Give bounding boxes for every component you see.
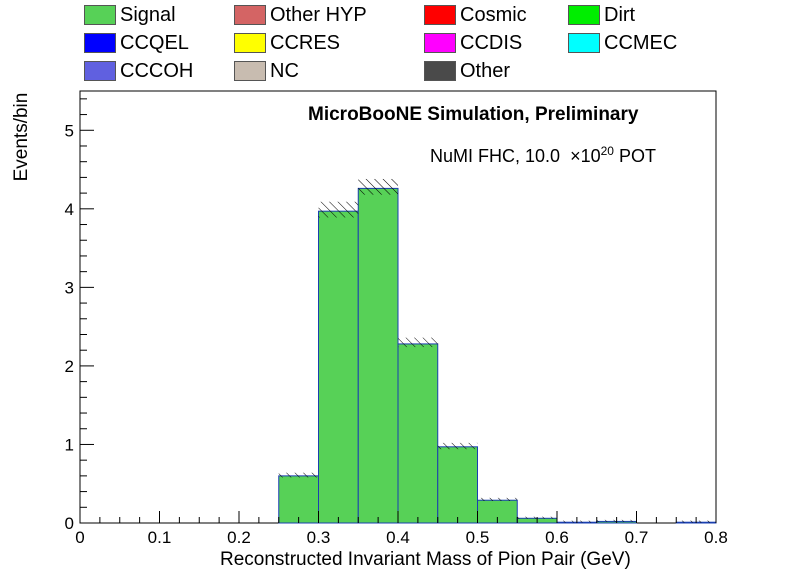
uncertainty-band	[437, 442, 478, 450]
legend-swatch	[234, 33, 266, 53]
legend-item: CCCOH	[84, 58, 193, 84]
y-tick-label: 4	[65, 200, 74, 219]
legend-item: Other HYP	[234, 2, 367, 28]
legend-swatch	[84, 61, 116, 81]
legend-swatch	[234, 61, 266, 81]
x-tick-label: 0.7	[625, 528, 649, 547]
legend-item: Dirt	[568, 2, 635, 28]
x-tick-label: 0.4	[386, 528, 410, 547]
legend-label: NC	[270, 59, 299, 82]
uncertainty-band	[477, 497, 518, 502]
uncertainty-band	[318, 201, 359, 218]
pot-suffix: POT	[618, 146, 656, 166]
y-tick-label: 1	[65, 435, 74, 454]
histogram-bar	[357, 187, 399, 524]
uncertainty-band	[398, 337, 438, 348]
x-axis-label: Reconstructed Invariant Mass of Pion Pai…	[220, 549, 631, 570]
legend-label: CCMEC	[604, 31, 678, 54]
legend-swatch	[84, 5, 116, 25]
legend-item: Other	[424, 58, 510, 84]
legend-swatch	[424, 5, 456, 25]
legend-label: Dirt	[604, 3, 636, 26]
pot-label: NuMI FHC, 10.0 ×1020 POT	[430, 144, 656, 167]
uncertainty-band	[278, 472, 319, 478]
histogram-bar	[397, 343, 439, 524]
x-tick-label: 0.1	[148, 528, 172, 547]
legend-swatch	[234, 5, 266, 25]
histogram-bar	[437, 446, 478, 524]
legend-item: Signal	[84, 2, 176, 28]
legend-label: CCCOH	[120, 59, 194, 82]
y-axis-label: Events/bin	[11, 92, 32, 182]
legend-label: Signal	[120, 3, 176, 26]
histogram-bar	[318, 210, 359, 524]
pot-exponent: 20	[600, 144, 614, 158]
legend-label: CCDIS	[460, 31, 523, 54]
x-tick-label: 0.6	[545, 528, 569, 547]
legend-label: Other HYP	[270, 3, 367, 26]
legend-label: CCRES	[270, 31, 341, 54]
pot-times: ×	[570, 146, 581, 166]
simulation-label: MicroBooNE Simulation, Preliminary	[308, 104, 639, 125]
x-tick-label: 0.3	[307, 528, 331, 547]
y-tick-label: 5	[65, 121, 74, 140]
legend-swatch	[568, 33, 600, 53]
y-tick-label: 3	[65, 278, 74, 297]
x-tick-label: 0	[75, 528, 84, 547]
x-tick-label: 0.2	[227, 528, 251, 547]
legend-label: CCQEL	[120, 31, 189, 54]
x-tick-label: 0.5	[466, 528, 490, 547]
uncertainty-band	[358, 178, 398, 195]
legend-label: Cosmic	[460, 3, 527, 26]
legend-item: CCQEL	[84, 30, 189, 56]
legend-item: CCDIS	[424, 30, 522, 56]
legend-item: NC	[234, 58, 299, 84]
pot-prefix: NuMI FHC, 10.0	[430, 146, 561, 166]
legend-item: CCMEC	[568, 30, 677, 56]
legend-item: Cosmic	[424, 2, 527, 28]
legend-swatch	[424, 61, 456, 81]
histogram-bar	[278, 475, 319, 524]
legend-swatch	[424, 33, 456, 53]
legend-label: Other	[460, 59, 511, 82]
y-tick-label: 2	[65, 357, 74, 376]
legend-item: CCRES	[234, 30, 340, 56]
legend: Signal Other HYP Cosmic Dirt CCQEL CCRES CCDIS…	[84, 2, 724, 86]
legend-swatch	[84, 33, 116, 53]
legend-swatch	[568, 5, 600, 25]
x-tick-label: 0.8	[704, 528, 728, 547]
y-tick-label: 0	[65, 514, 74, 533]
pot-base: 10	[580, 146, 601, 166]
